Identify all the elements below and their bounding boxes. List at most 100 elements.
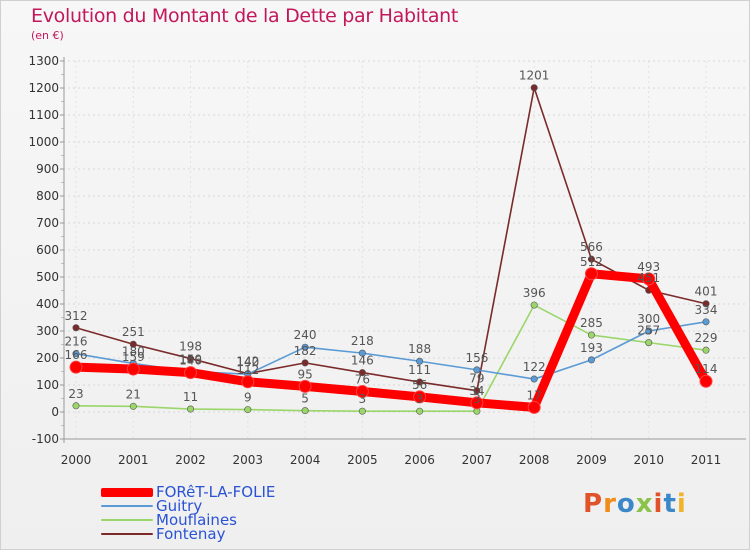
data-label: 251 [122,325,145,339]
data-point [244,406,252,414]
y-tick-label: 800 [36,189,59,203]
chart-subtitle: (en €) [31,29,64,42]
data-point [301,343,309,351]
data-point [530,301,538,309]
data-label: 401 [695,285,718,299]
x-tick-label: 2004 [290,453,321,467]
data-label: 193 [580,341,603,355]
data-label: 76 [355,372,370,386]
data-point [69,360,83,374]
y-tick-label: 200 [36,351,59,365]
data-label: 122 [523,360,546,374]
data-label: 112 [236,363,259,377]
data-point [527,400,541,414]
data-label: 493 [637,260,660,274]
legend-item: Mouflaines [101,511,275,529]
x-tick-label: 2008 [519,453,550,467]
data-point [587,255,595,263]
data-label: 216 [65,335,88,349]
data-point [129,340,137,348]
legend-swatch [101,533,153,535]
data-label: 17 [527,388,542,402]
data-point [642,272,656,286]
data-point [129,402,137,410]
y-tick-label: 0 [51,405,59,419]
data-point [645,327,653,335]
data-point [298,379,312,393]
x-tick-label: 2009 [576,453,607,467]
legend-swatch [101,519,153,521]
data-label: 334 [695,303,718,317]
data-point [187,355,195,363]
data-label: 56 [412,378,427,392]
data-point [126,362,140,376]
legend-swatch [101,487,153,497]
x-tick-label: 2011 [691,453,722,467]
data-point [702,318,710,326]
data-label: 111 [408,363,431,377]
data-label: 1201 [519,69,550,83]
data-label: 11 [183,390,198,404]
data-point [473,387,481,395]
x-tick-label: 2003 [233,453,264,467]
data-point [587,331,595,339]
data-point [587,356,595,364]
data-point [702,346,710,354]
data-point [358,407,366,415]
legend-swatch [101,505,153,507]
data-point [470,396,484,410]
data-label: 5 [301,392,309,406]
data-label: 146 [351,354,374,368]
x-tick-label: 2005 [347,453,378,467]
y-tick-label: 900 [36,162,59,176]
data-label: 451 [637,271,660,285]
data-label: 180 [122,344,145,358]
data-point [187,405,195,413]
data-label: 188 [408,342,431,356]
y-tick-label: 400 [36,297,59,311]
legend-item: FORêT-LA-FOLIE [101,485,275,500]
data-point [184,366,198,380]
y-tick-label: 1200 [28,81,59,95]
data-point [416,378,424,386]
data-label: 34 [469,384,484,398]
data-point [72,350,80,358]
data-point [530,84,538,92]
data-label: 156 [465,351,488,365]
data-point [416,407,424,415]
x-tick-label: 2001 [118,453,149,467]
proxiti-logo: Proxiti [583,489,687,519]
data-label: 229 [695,331,718,345]
legend-item: Fontenay [101,525,275,543]
data-point [702,300,710,308]
legend-label: Mouflaines [156,511,237,529]
chart-legend: FORêT-LA-FOLIE Guitry Mouflaines Fontenay [101,485,275,543]
y-tick-label: 500 [36,270,59,284]
data-label: 114 [695,362,718,376]
series-line-mouflaines [75,304,707,412]
data-label: 23 [68,387,83,401]
data-label: 512 [580,255,603,269]
data-point [416,357,424,365]
data-point [413,390,427,404]
data-point [301,359,309,367]
legend-label: Guitry [156,497,203,515]
data-point [699,374,713,388]
data-label: 396 [523,286,546,300]
chart-title: Evolution du Montant de la Dette par Hab… [31,5,459,27]
data-label: 285 [580,316,603,330]
data-point [72,402,80,410]
data-label: 240 [294,328,317,342]
y-tick-label: -100 [32,432,59,446]
data-point [645,339,653,347]
data-label: 9 [244,391,252,405]
data-label: 159 [122,350,145,364]
data-label: 312 [65,309,88,323]
legend-item: Guitry [101,497,275,515]
x-tick-label: 2002 [175,453,206,467]
data-label: 21 [126,387,141,401]
legend-label: Fontenay [156,525,226,543]
data-label: 95 [297,367,312,381]
data-label: 79 [469,372,484,386]
data-label: 218 [351,334,374,348]
